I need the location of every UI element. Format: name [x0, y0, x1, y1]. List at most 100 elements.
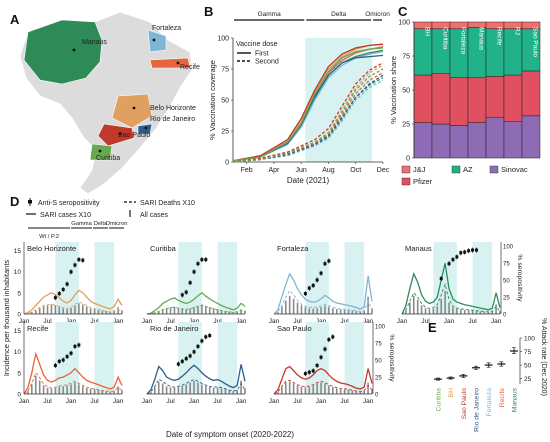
city-panel-title: Manaus	[405, 244, 432, 253]
all-cases-bar	[165, 308, 168, 314]
all-cases-bar	[42, 385, 45, 394]
bar-segment	[449, 77, 469, 126]
sero-point	[319, 271, 323, 275]
all-cases-bar	[109, 391, 112, 394]
sero-point	[451, 258, 455, 262]
city-marker	[118, 132, 122, 136]
y-tick-label: 5	[17, 290, 21, 297]
y-right-axis-title: % seropositivity	[516, 254, 523, 302]
x-tick-label: Aug	[322, 167, 335, 174]
city-panel-title: Recife	[27, 324, 48, 333]
x-tick-label: Jul	[90, 318, 99, 325]
city-label: Manaus	[82, 39, 107, 46]
sero-point	[69, 270, 73, 274]
all-cases-bar	[363, 310, 365, 314]
x-tick-label: Jul	[213, 398, 222, 405]
all-cases-bar	[113, 310, 115, 314]
all-cases-bar	[347, 389, 350, 394]
all-cases-bar	[471, 310, 474, 314]
all-cases-bar	[355, 311, 358, 314]
all-cases-bar	[97, 389, 100, 394]
sari-cases-line	[401, 263, 501, 315]
all-cases-bar	[456, 308, 458, 314]
legend-title: Vaccine dose	[236, 41, 278, 48]
x-tick-label: Jul	[166, 398, 175, 405]
all-cases-bar	[312, 385, 314, 394]
legend-label: Anti-S seropositivity	[38, 200, 100, 207]
sero-point	[184, 357, 188, 361]
all-cases-bar	[432, 308, 435, 314]
bar-category-label: RJ	[514, 27, 521, 35]
y-tick-label: 25	[524, 376, 532, 383]
state-minas-gerais	[111, 93, 153, 129]
legend-label: J&J	[413, 165, 426, 174]
legend-label: All cases	[140, 212, 169, 219]
sero-point	[53, 363, 57, 367]
all-cases-bar	[224, 310, 227, 314]
sero-point	[196, 344, 200, 348]
x-axis-title: Date (2021)	[287, 176, 330, 185]
x-axis-title: Date of symptom onset (2020-2022)	[166, 430, 294, 439]
y-right-tick-label: 25	[503, 295, 510, 301]
y-axis-title: % Attack rate (Dec 2020)	[540, 318, 547, 396]
all-cases-bar	[412, 295, 415, 314]
all-cases-bar	[460, 309, 462, 314]
all-cases-bar	[288, 381, 291, 394]
sero-point	[315, 363, 319, 367]
all-cases-bar	[308, 308, 311, 314]
sero-point	[77, 258, 81, 262]
all-cases-bar	[304, 387, 307, 394]
all-cases-bar	[50, 304, 53, 314]
x-tick-label: Jul	[213, 318, 222, 325]
city-label: Fortaleza	[152, 25, 181, 32]
category-label: Recife	[499, 388, 506, 407]
y-tick-label: 15	[14, 328, 22, 335]
all-cases-bar	[236, 311, 238, 314]
all-cases-bar	[444, 291, 446, 314]
all-cases-bar	[212, 387, 215, 394]
all-cases-bar	[150, 392, 152, 394]
all-cases-bar	[34, 375, 37, 394]
sari-deaths-line	[146, 304, 246, 315]
city-panel-title: Rio de Janeiro	[150, 324, 198, 333]
all-cases-bar	[66, 385, 68, 394]
x-tick-label: Jan	[113, 398, 124, 405]
all-cases-bar	[78, 303, 80, 314]
sari-deaths-line	[401, 282, 501, 315]
all-cases-bar	[216, 309, 219, 314]
variant-period-label: Gamma	[258, 11, 282, 18]
line-series	[232, 47, 384, 162]
sero-point	[455, 255, 459, 259]
all-cases-bar	[236, 390, 238, 394]
all-cases-bar	[117, 307, 119, 314]
city-marker	[132, 106, 136, 110]
all-cases-bar	[328, 306, 330, 314]
sero-point	[439, 277, 443, 281]
y-tick-label: 50	[221, 98, 229, 105]
all-cases-bar	[173, 306, 176, 314]
all-cases-bar	[304, 307, 307, 314]
all-cases-bar	[101, 390, 104, 394]
legend-label: SARI cases X10	[40, 212, 91, 219]
all-cases-bar	[85, 387, 88, 394]
y-tick-label: 0	[17, 312, 21, 319]
all-cases-bar	[416, 299, 419, 314]
category-label: Manaus	[512, 387, 519, 412]
legend-swatch	[401, 177, 411, 186]
bar-segment	[503, 28, 523, 76]
panel-letter-a: A	[10, 12, 20, 27]
line-series	[232, 43, 384, 162]
all-cases-bar	[487, 312, 490, 314]
sero-point	[184, 290, 188, 294]
x-tick-label: Oct	[350, 167, 361, 174]
sero-point	[327, 338, 331, 342]
all-cases-bar	[475, 310, 478, 314]
y-tick-label: 10	[14, 349, 22, 356]
all-cases-bar	[181, 308, 184, 314]
x-tick-label: Jan	[363, 318, 374, 325]
all-cases-bar	[189, 308, 191, 314]
y-right-tick-label: 0	[375, 392, 379, 398]
all-cases-bar	[281, 306, 283, 314]
sero-point	[208, 334, 212, 338]
sero-point	[188, 281, 192, 285]
